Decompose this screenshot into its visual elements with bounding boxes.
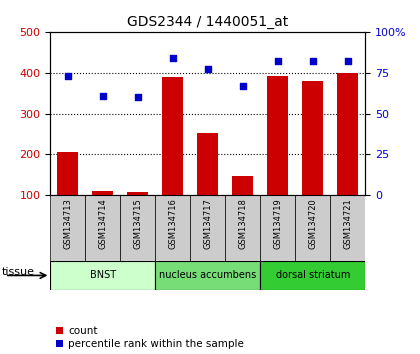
Text: BNST: BNST: [90, 270, 116, 280]
Point: [205, 67, 211, 72]
Text: GSM134719: GSM134719: [273, 199, 282, 249]
Bar: [127, 192, 148, 195]
Title: GDS2344 / 1440051_at: GDS2344 / 1440051_at: [127, 16, 289, 29]
Text: tissue: tissue: [2, 267, 35, 277]
Bar: [92, 191, 113, 195]
Text: GSM134720: GSM134720: [308, 199, 318, 249]
Text: GSM134717: GSM134717: [203, 199, 213, 249]
Point: [170, 55, 176, 61]
Bar: [226, 195, 260, 261]
Bar: [260, 261, 365, 290]
Bar: [268, 75, 289, 195]
Bar: [163, 77, 184, 195]
Text: nucleus accumbens: nucleus accumbens: [159, 270, 257, 280]
Bar: [155, 261, 260, 290]
Text: GSM134718: GSM134718: [239, 199, 247, 249]
Bar: [331, 195, 365, 261]
Text: GSM134716: GSM134716: [168, 199, 177, 249]
Legend: count, percentile rank within the sample: count, percentile rank within the sample: [55, 326, 244, 349]
Point: [134, 95, 141, 100]
Text: GSM134714: GSM134714: [98, 199, 108, 249]
Bar: [155, 195, 190, 261]
Bar: [197, 133, 218, 195]
Text: GSM134721: GSM134721: [344, 199, 352, 249]
Point: [100, 93, 106, 98]
Point: [344, 58, 351, 64]
Point: [239, 83, 246, 88]
Bar: [295, 195, 331, 261]
Text: GSM134713: GSM134713: [63, 199, 72, 249]
Bar: [232, 176, 253, 195]
Bar: [50, 261, 155, 290]
Bar: [337, 73, 358, 195]
Bar: [58, 152, 79, 195]
Bar: [302, 81, 323, 195]
Text: dorsal striatum: dorsal striatum: [276, 270, 350, 280]
Bar: [260, 195, 295, 261]
Bar: [50, 195, 85, 261]
Point: [275, 58, 281, 64]
Point: [310, 58, 316, 64]
Bar: [190, 195, 226, 261]
Text: GSM134715: GSM134715: [134, 199, 142, 249]
Bar: [85, 195, 121, 261]
Bar: [121, 195, 155, 261]
Point: [65, 73, 71, 79]
